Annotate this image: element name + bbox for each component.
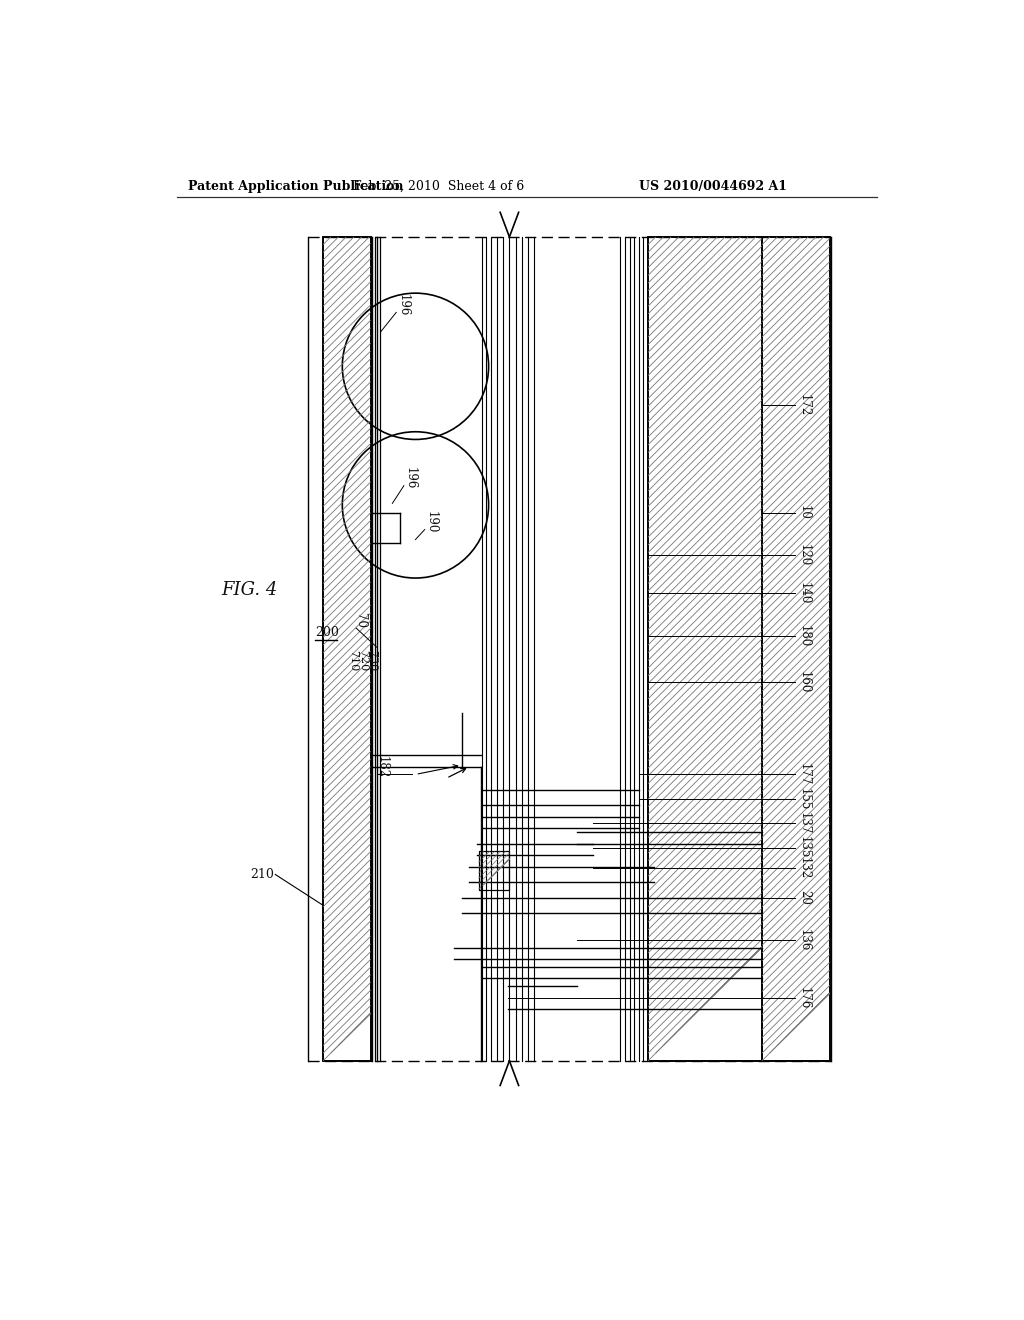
- Text: 196: 196: [403, 467, 417, 490]
- Text: 10: 10: [798, 506, 811, 520]
- Text: FIG. 4: FIG. 4: [221, 581, 278, 598]
- Text: 176: 176: [798, 986, 811, 1008]
- Text: 200: 200: [315, 626, 339, 639]
- Text: 135: 135: [798, 837, 811, 859]
- Text: 710: 710: [348, 649, 358, 671]
- Text: 160: 160: [798, 671, 811, 693]
- Bar: [648, 238, 762, 1061]
- Bar: [762, 238, 829, 1061]
- Bar: [323, 238, 371, 1061]
- Text: 132: 132: [798, 857, 811, 879]
- Text: 210: 210: [250, 869, 273, 880]
- Bar: [762, 238, 829, 1061]
- Text: 180: 180: [798, 624, 811, 647]
- Text: 720: 720: [357, 649, 368, 671]
- Bar: [648, 238, 762, 1061]
- Text: 136: 136: [798, 929, 811, 952]
- Text: 177: 177: [798, 763, 811, 785]
- Bar: [478, 851, 509, 890]
- Text: 140: 140: [798, 582, 811, 605]
- Text: Patent Application Publication: Patent Application Publication: [188, 180, 403, 193]
- Text: 137: 137: [798, 812, 811, 834]
- Text: 155: 155: [798, 788, 811, 810]
- Text: 120: 120: [798, 544, 811, 566]
- Bar: [478, 851, 509, 890]
- Text: 190: 190: [425, 511, 437, 533]
- Text: US 2010/0044692 A1: US 2010/0044692 A1: [639, 180, 786, 193]
- Text: 172: 172: [798, 393, 811, 416]
- Text: 70: 70: [354, 612, 367, 628]
- Bar: [323, 238, 371, 1061]
- Text: 196: 196: [396, 293, 410, 315]
- Text: Feb. 25, 2010  Sheet 4 of 6: Feb. 25, 2010 Sheet 4 of 6: [353, 180, 524, 193]
- Text: 730: 730: [367, 649, 377, 671]
- Text: 182: 182: [376, 755, 388, 777]
- Text: 20: 20: [798, 890, 811, 906]
